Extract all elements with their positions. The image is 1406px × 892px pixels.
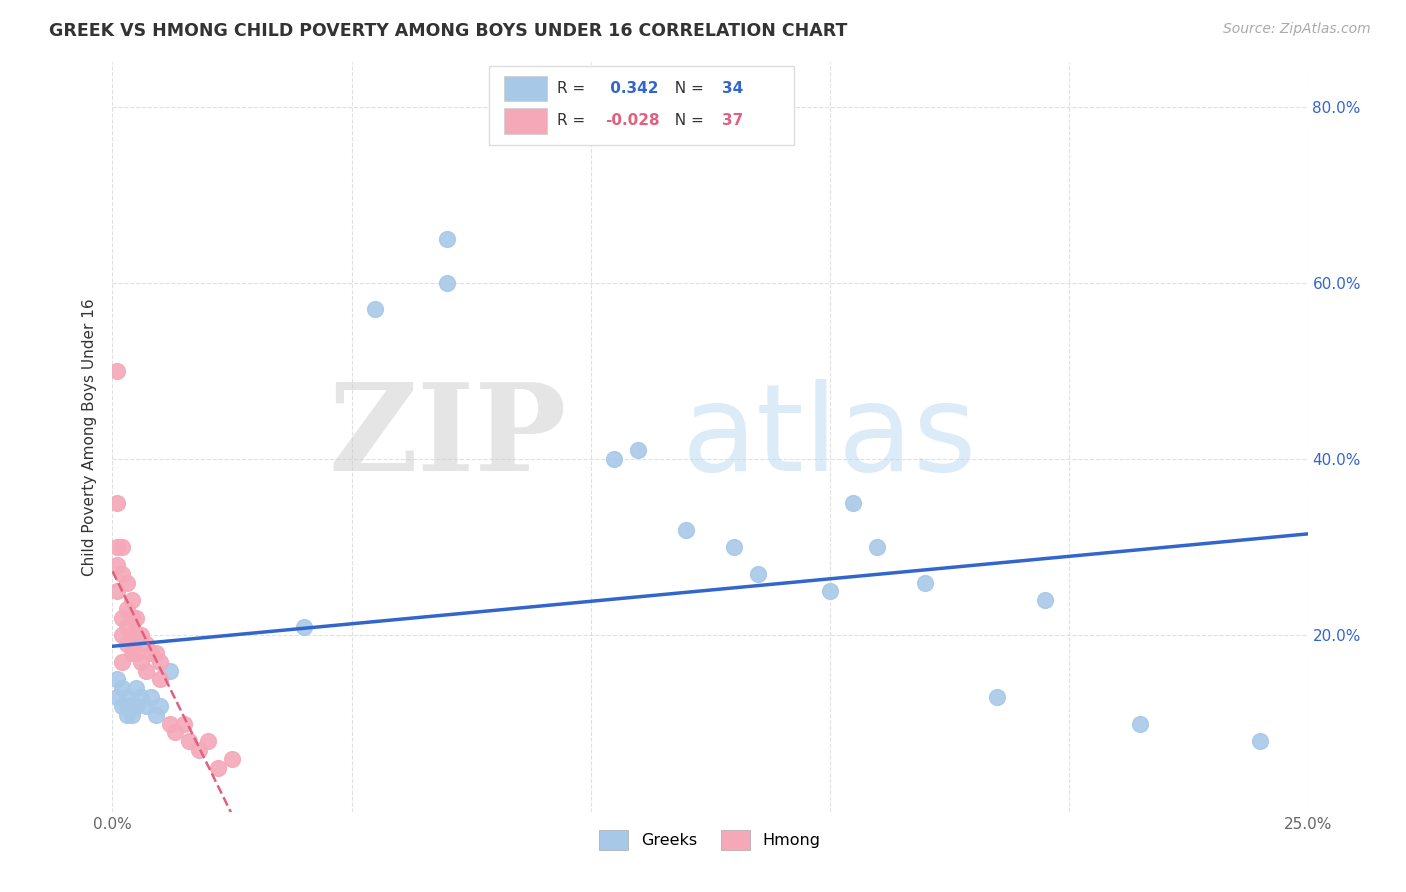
Point xyxy=(111,611,134,625)
Legend: Greeks, Hmong: Greeks, Hmong xyxy=(593,824,827,856)
Point xyxy=(145,646,167,660)
Point xyxy=(105,690,128,705)
Point xyxy=(603,452,626,467)
Point xyxy=(364,302,387,317)
Point xyxy=(986,690,1008,705)
Point xyxy=(105,364,128,378)
Point xyxy=(111,698,134,713)
Point xyxy=(159,716,181,731)
Point xyxy=(105,558,128,572)
Point xyxy=(125,646,148,660)
Point xyxy=(121,698,143,713)
Point xyxy=(111,566,134,581)
Point xyxy=(723,541,745,555)
Point xyxy=(111,628,134,642)
Point xyxy=(747,566,769,581)
FancyBboxPatch shape xyxy=(505,108,547,134)
Point xyxy=(177,734,200,748)
Point xyxy=(129,690,152,705)
Point xyxy=(115,575,138,590)
Point xyxy=(115,707,138,722)
Point xyxy=(111,655,134,669)
Point xyxy=(197,734,219,748)
Text: Source: ZipAtlas.com: Source: ZipAtlas.com xyxy=(1223,22,1371,37)
Point xyxy=(111,541,134,555)
Text: R =: R = xyxy=(557,113,591,128)
Point xyxy=(105,673,128,687)
Text: N =: N = xyxy=(665,81,709,96)
Text: 34: 34 xyxy=(723,81,744,96)
Point xyxy=(173,716,195,731)
Point xyxy=(115,602,138,616)
Point xyxy=(129,628,152,642)
Point xyxy=(121,707,143,722)
FancyBboxPatch shape xyxy=(505,76,547,102)
Point xyxy=(914,575,936,590)
Point xyxy=(149,673,172,687)
Point xyxy=(145,707,167,722)
Point xyxy=(159,664,181,678)
Point xyxy=(115,690,138,705)
Point xyxy=(675,523,697,537)
Y-axis label: Child Poverty Among Boys Under 16: Child Poverty Among Boys Under 16 xyxy=(82,298,97,576)
Point xyxy=(105,496,128,510)
Text: 37: 37 xyxy=(723,113,744,128)
Point xyxy=(105,541,128,555)
Point xyxy=(121,628,143,642)
Text: ZIP: ZIP xyxy=(329,378,567,496)
Point xyxy=(139,646,162,660)
Text: N =: N = xyxy=(665,113,709,128)
Point xyxy=(818,584,841,599)
Point xyxy=(121,611,143,625)
Text: -0.028: -0.028 xyxy=(605,113,659,128)
Point xyxy=(115,619,138,633)
Point xyxy=(1033,593,1056,607)
Point xyxy=(129,655,152,669)
Point xyxy=(292,619,315,633)
Point xyxy=(135,637,157,651)
Point xyxy=(125,628,148,642)
Point xyxy=(221,752,243,766)
Point xyxy=(207,761,229,775)
Point xyxy=(115,637,138,651)
Point xyxy=(139,690,162,705)
Point xyxy=(125,611,148,625)
Point xyxy=(121,646,143,660)
Text: R =: R = xyxy=(557,81,591,96)
Point xyxy=(627,443,650,458)
Point xyxy=(135,664,157,678)
Point xyxy=(149,655,172,669)
Point xyxy=(1249,734,1271,748)
FancyBboxPatch shape xyxy=(489,66,794,145)
Point xyxy=(115,698,138,713)
Point xyxy=(125,681,148,696)
Text: 0.342: 0.342 xyxy=(605,81,658,96)
Point xyxy=(149,698,172,713)
Point xyxy=(125,698,148,713)
Point xyxy=(121,593,143,607)
Point xyxy=(436,276,458,290)
Point xyxy=(1129,716,1152,731)
Point xyxy=(135,698,157,713)
Point xyxy=(105,584,128,599)
Point xyxy=(111,681,134,696)
Point xyxy=(866,541,889,555)
Point xyxy=(163,725,186,739)
Text: GREEK VS HMONG CHILD POVERTY AMONG BOYS UNDER 16 CORRELATION CHART: GREEK VS HMONG CHILD POVERTY AMONG BOYS … xyxy=(49,22,848,40)
Point xyxy=(436,232,458,246)
Point xyxy=(187,743,209,757)
Text: atlas: atlas xyxy=(682,378,977,496)
Point xyxy=(842,496,865,510)
